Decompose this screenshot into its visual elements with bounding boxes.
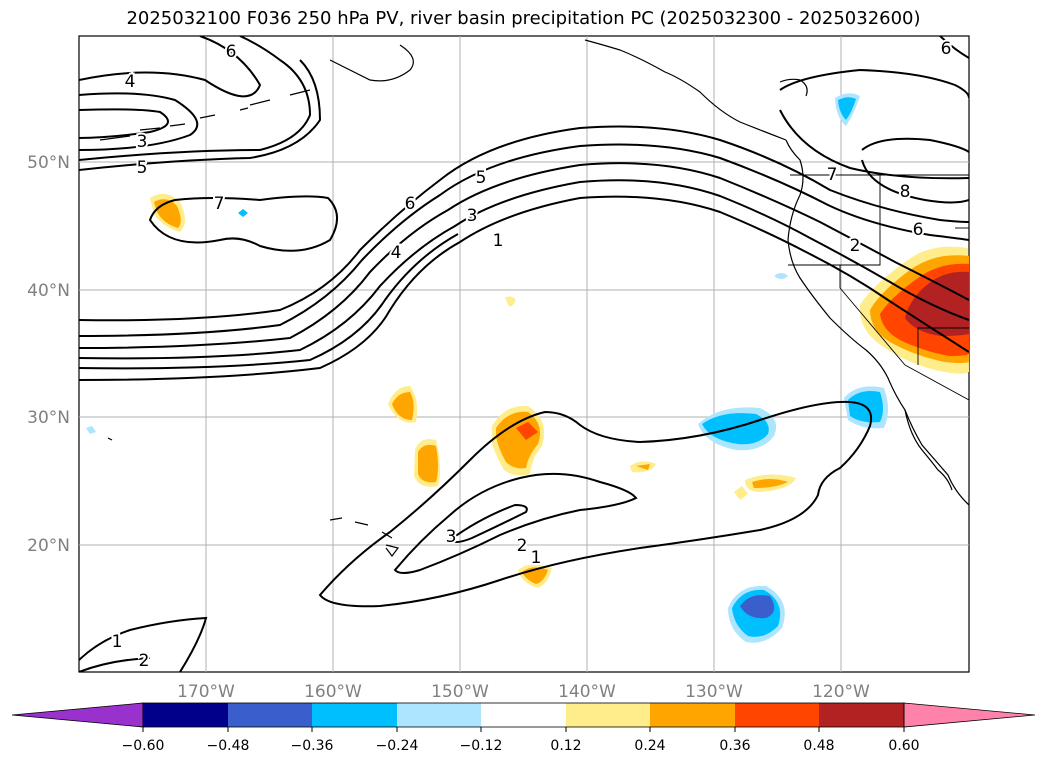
negative-anomaly	[86, 426, 96, 434]
negative-anomaly	[702, 413, 769, 445]
lon-label: 130°W	[685, 682, 743, 702]
lon-label: 170°W	[177, 682, 235, 702]
contour-label: 7	[214, 194, 225, 214]
lon-label: 150°W	[431, 682, 489, 702]
gridlines	[79, 36, 969, 672]
positive-anomaly	[905, 271, 969, 336]
colorbar-segment	[397, 703, 481, 727]
contour-label: 1	[531, 548, 542, 568]
contour-label: 8	[900, 182, 911, 202]
colorbar-tick-label: 0.36	[719, 738, 750, 754]
colorbar-segment	[735, 703, 819, 727]
colorbar: −0.60 −0.48 −0.36 −0.24 −0.12 0.12 0.24 …	[11, 702, 1036, 754]
contour-label: 3	[446, 527, 457, 547]
longitude-labels: 170°W 160°W 150°W 140°W 130°W 120°W	[177, 682, 870, 702]
contour-label: 5	[476, 168, 487, 188]
positive-anomaly	[418, 444, 438, 483]
colorbar-ticks	[142, 727, 905, 732]
colorbar-segment	[481, 703, 566, 727]
negative-anomaly	[740, 595, 775, 619]
positive-anomaly	[752, 479, 788, 488]
contour-label: 4	[391, 243, 402, 263]
colorbar-tick-label: 0.24	[634, 738, 665, 754]
colorbar-extend-high	[903, 702, 1036, 728]
lat-label: 40°N	[27, 281, 70, 301]
colorbar-tick-label: −0.36	[291, 738, 334, 754]
contour-label: 2	[517, 536, 528, 556]
lon-label: 140°W	[558, 682, 616, 702]
contour-label: 6	[405, 194, 416, 214]
lon-label: 120°W	[812, 682, 870, 702]
colorbar-tick-label: −0.24	[376, 738, 419, 754]
colorbar-tick-label: 0.48	[803, 738, 834, 754]
colorbar-tick-label: −0.60	[122, 738, 165, 754]
latitude-labels: 50°N 40°N 30°N 20°N	[27, 153, 70, 556]
colorbar-segment	[228, 703, 312, 727]
contour-label: 7	[827, 165, 838, 185]
contour-label: 3	[467, 206, 478, 226]
colorbar-segment	[566, 703, 650, 727]
colorbar-segment	[143, 703, 228, 727]
contour-label: 6	[226, 42, 237, 62]
colorbar-tick-label: 0.12	[550, 738, 581, 754]
colorbar-segment	[312, 703, 397, 727]
map-title: 2025032100 F036 250 hPa PV, river basin …	[126, 8, 921, 29]
colorbar-segment	[650, 703, 735, 727]
contour-labels: 6 4 3 5 7 6 5 4 3 1 2 8 6 7 6 3 2 1 1 2	[110, 37, 954, 672]
colorbar-tick-label: 0.60	[888, 738, 919, 754]
contour-label: 2	[139, 651, 150, 671]
lat-label: 30°N	[27, 408, 70, 428]
contour-label: 2	[850, 236, 861, 256]
negative-anomaly	[774, 273, 788, 279]
contour-label: 6	[913, 220, 924, 240]
positive-anomaly	[516, 422, 538, 440]
state-borders	[788, 174, 969, 401]
contour-label: 1	[493, 231, 504, 251]
negative-anomaly	[238, 209, 248, 217]
positive-anomaly	[505, 296, 516, 307]
contour-label: 3	[137, 132, 148, 152]
pv-contours	[79, 36, 969, 672]
contour-label: 4	[125, 72, 136, 92]
contour-label: 1	[112, 632, 123, 652]
contour-label: 6	[941, 39, 952, 59]
colorbar-frame	[142, 702, 905, 728]
lat-label: 50°N	[27, 153, 70, 173]
colorbar-segment	[819, 703, 904, 727]
lon-label: 160°W	[304, 682, 362, 702]
colorbar-tick-label: −0.48	[207, 738, 250, 754]
negative-anomaly	[838, 97, 856, 120]
lat-label: 20°N	[27, 536, 70, 556]
positive-anomaly	[636, 464, 650, 470]
positive-anomaly	[392, 392, 414, 420]
colorbar-extend-low	[11, 702, 144, 728]
contour-label: 5	[137, 158, 148, 178]
colorbar-tick-label: −0.12	[460, 738, 503, 754]
positive-anomaly	[734, 486, 748, 500]
precip-shading	[86, 93, 969, 643]
